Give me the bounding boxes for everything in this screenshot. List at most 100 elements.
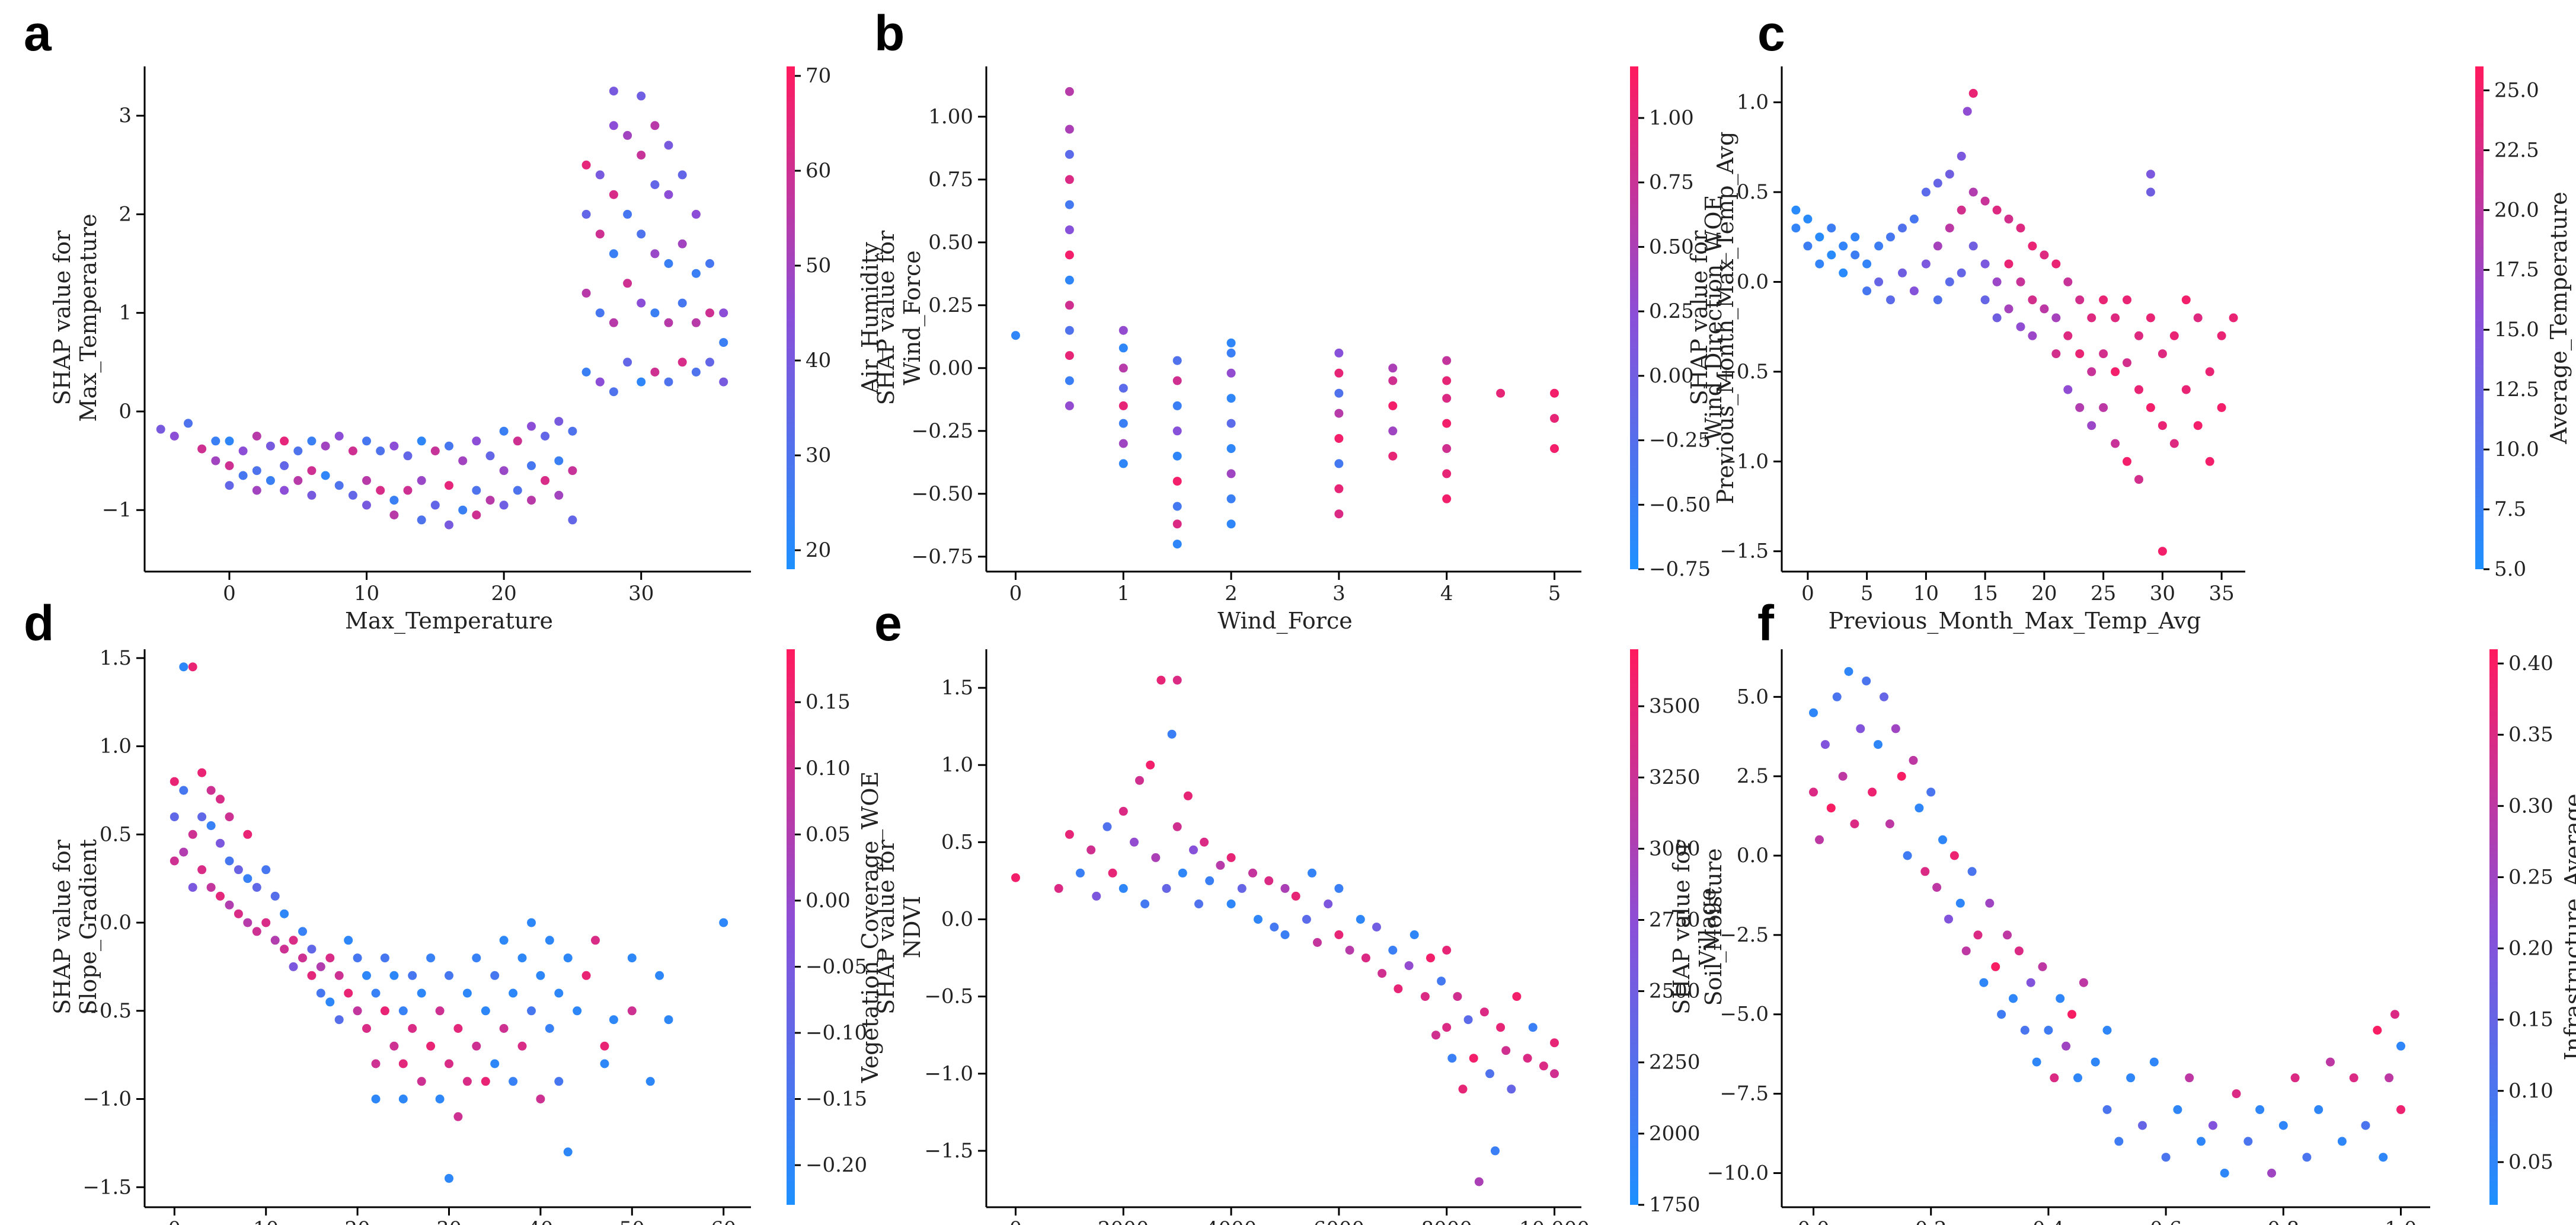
- colorbar-tick-label: 0.30: [2508, 794, 2553, 818]
- data-point: [1827, 250, 1836, 260]
- data-point: [568, 466, 577, 476]
- data-point: [1442, 376, 1452, 385]
- data-point: [1507, 1084, 1516, 1094]
- data-point: [252, 883, 261, 892]
- data-point: [1156, 675, 1166, 685]
- data-point: [179, 847, 188, 857]
- colorbar-tick-label: 0.20: [2508, 937, 2553, 961]
- data-point: [2056, 994, 2065, 1003]
- data-point: [389, 971, 399, 980]
- data-point: [609, 249, 618, 259]
- data-point: [499, 500, 509, 510]
- data-point: [1388, 426, 1398, 436]
- data-point: [623, 358, 632, 367]
- data-point: [1815, 835, 1824, 844]
- data-point: [1205, 876, 1215, 885]
- data-point: [376, 486, 385, 495]
- data-point: [389, 511, 399, 519]
- data-point: [2123, 295, 2131, 305]
- data-point: [403, 451, 413, 461]
- data-point: [1065, 149, 1074, 159]
- data-point: [2158, 421, 2167, 430]
- data-point: [1886, 295, 1895, 305]
- data-point: [353, 953, 362, 963]
- data-point: [1118, 363, 1128, 373]
- data-point: [1980, 295, 1990, 305]
- data-point: [623, 130, 632, 140]
- data-point: [472, 1041, 481, 1051]
- colorbar-tick-label: 7.5: [2494, 497, 2526, 521]
- data-point: [1172, 675, 1182, 685]
- data-point: [1162, 883, 1171, 893]
- data-point: [2255, 1105, 2265, 1114]
- panel-e: e 0 2000 4000 6000 8000 10,000 −1.5 −1.0 −0.5 0.0 0…: [873, 595, 1727, 1225]
- data-point: [1850, 232, 1860, 242]
- data-point: [1372, 923, 1381, 931]
- data-point: [1898, 268, 1907, 277]
- data-point: [1862, 259, 1872, 269]
- colorbar-label: Soil_Moisture: [1701, 848, 1727, 1006]
- data-point: [664, 1015, 673, 1025]
- data-point: [2302, 1153, 2312, 1162]
- x-tick-label: 20: [2031, 582, 2057, 605]
- data-point: [719, 308, 728, 318]
- data-point: [1920, 867, 1930, 876]
- y-tick-label: −0.50: [912, 482, 973, 506]
- data-point: [1254, 915, 1263, 924]
- data-point: [609, 318, 618, 327]
- data-point: [499, 466, 509, 476]
- data-point: [472, 436, 481, 446]
- scatter-points: [1011, 87, 1559, 549]
- y-tick-label: 3: [119, 104, 132, 127]
- data-point: [1226, 444, 1236, 453]
- y-tick-label: 1.00: [928, 105, 973, 129]
- data-point: [1501, 1046, 1511, 1055]
- data-point: [1118, 883, 1128, 893]
- data-point: [362, 436, 371, 446]
- data-point: [1065, 175, 1074, 184]
- data-point: [1809, 708, 1818, 717]
- colorbar-tick-label: 1750: [1649, 1193, 1701, 1217]
- data-point: [1949, 851, 1959, 860]
- data-point: [2205, 457, 2214, 466]
- data-point: [1945, 277, 1954, 286]
- data-point: [2111, 313, 2120, 323]
- data-point: [462, 1077, 472, 1086]
- data-point: [197, 444, 207, 454]
- data-point: [1226, 519, 1236, 529]
- data-point: [2278, 1121, 2288, 1130]
- data-point: [609, 121, 618, 130]
- data-point: [462, 988, 472, 998]
- data-point: [1442, 946, 1452, 955]
- data-point: [1226, 899, 1236, 908]
- data-point: [2197, 1137, 2206, 1146]
- data-point: [458, 505, 468, 515]
- y-tick-label: −1.5: [82, 1175, 132, 1199]
- data-point: [1921, 259, 1931, 269]
- data-point: [344, 936, 353, 945]
- data-point: [1550, 1069, 1559, 1079]
- x-axis-label: Previous_Month_Max_Temp_Avg: [1829, 608, 2201, 634]
- data-point: [334, 432, 344, 441]
- data-point: [513, 486, 522, 495]
- data-point: [664, 141, 673, 150]
- data-point: [344, 988, 353, 998]
- data-point: [445, 971, 453, 980]
- y-tick-label: −1.0: [924, 1062, 973, 1086]
- data-point: [1469, 1054, 1478, 1063]
- data-point: [1065, 301, 1074, 310]
- data-point: [1474, 1177, 1484, 1186]
- x-tick-label: 20: [491, 582, 517, 605]
- data-point: [1118, 384, 1128, 393]
- data-point: [1248, 868, 1257, 878]
- data-point: [197, 812, 207, 822]
- data-point: [472, 486, 481, 495]
- colorbar-tick-label: 0.05: [2508, 1150, 2553, 1174]
- data-point: [541, 476, 550, 485]
- y-tick-label: −0.75: [912, 545, 973, 569]
- data-point: [1334, 434, 1344, 443]
- x-tick-label: 25: [2091, 582, 2116, 605]
- data-point: [1909, 755, 1918, 765]
- data-point: [316, 962, 325, 971]
